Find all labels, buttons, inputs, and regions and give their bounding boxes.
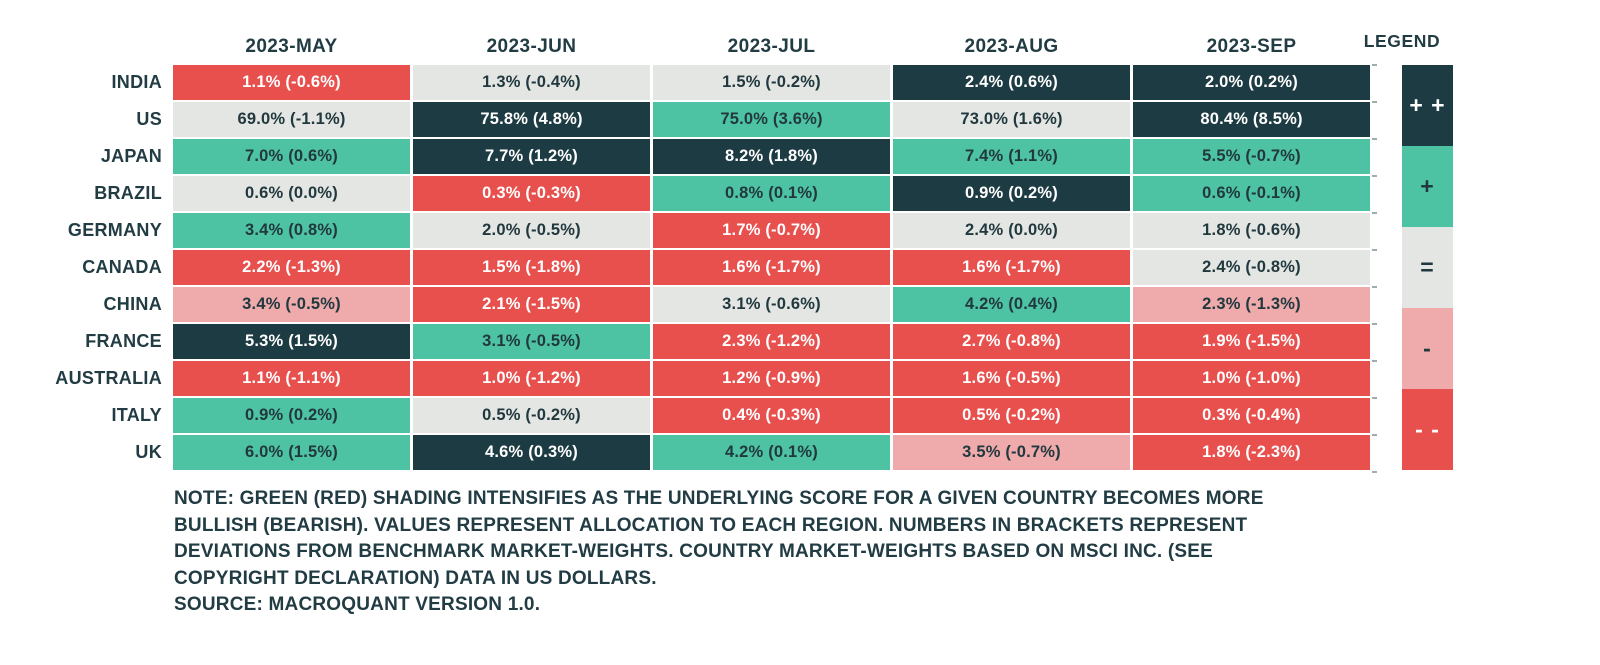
heatmap-cell: 0.3% (-0.4%) bbox=[1133, 398, 1370, 433]
heatmap-cell: 5.3% (1.5%) bbox=[173, 324, 410, 359]
heatmap-cell: 1.5% (-0.2%) bbox=[653, 65, 890, 100]
row-label: FRANCE bbox=[85, 331, 162, 351]
row-label: BRAZIL bbox=[94, 183, 162, 203]
heatmap-cell: 0.5% (-0.2%) bbox=[413, 398, 650, 433]
heatmap-cell: 1.8% (-2.3%) bbox=[1133, 435, 1370, 470]
column-header: 2023-SEP bbox=[1206, 36, 1297, 57]
row-label: AUSTRALIA bbox=[55, 368, 162, 388]
heatmap-cell: 3.4% (-0.5%) bbox=[173, 287, 410, 322]
heatmap-cell: 2.3% (-1.2%) bbox=[653, 324, 890, 359]
heatmap-cell: 1.3% (-0.4%) bbox=[413, 65, 650, 100]
heatmap-cell: 2.4% (0.0%) bbox=[893, 213, 1130, 248]
row-label: CANADA bbox=[82, 257, 162, 277]
legend-item: + bbox=[1402, 146, 1453, 227]
legend-item: = bbox=[1402, 227, 1453, 308]
note-line: COPYRIGHT DECLARATION) DATA IN US DOLLAR… bbox=[174, 567, 657, 589]
heatmap-cell: 0.8% (0.1%) bbox=[653, 176, 890, 211]
row-label: US bbox=[136, 109, 162, 129]
heatmap-cell: 8.2% (1.8%) bbox=[653, 139, 890, 174]
axis-ticks bbox=[1372, 0, 1378, 480]
heatmap-cell: 2.4% (-0.8%) bbox=[1133, 250, 1370, 285]
heatmap-cell: 2.7% (-0.8%) bbox=[893, 324, 1130, 359]
tick-mark bbox=[1372, 434, 1377, 436]
row-label: ITALY bbox=[111, 405, 162, 425]
tick-mark bbox=[1372, 397, 1377, 399]
heatmap-cell: 1.1% (-1.1%) bbox=[173, 361, 410, 396]
row-label: UK bbox=[135, 442, 162, 462]
tick-mark bbox=[1372, 286, 1377, 288]
heatmap-cell: 2.0% (0.2%) bbox=[1133, 65, 1370, 100]
heatmap-cell: 1.7% (-0.7%) bbox=[653, 213, 890, 248]
heatmap-cell: 0.3% (-0.3%) bbox=[413, 176, 650, 211]
tick-mark bbox=[1372, 323, 1377, 325]
column-header: 2023-MAY bbox=[245, 36, 338, 57]
heatmap-cell: 0.4% (-0.3%) bbox=[653, 398, 890, 433]
footnote: NOTE: GREEN (RED) SHADING INTENSIFIES AS… bbox=[174, 486, 1264, 619]
note-line: NOTE: GREEN (RED) SHADING INTENSIFIES AS… bbox=[174, 488, 1264, 509]
note-line: DEVIATIONS FROM BENCHMARK MARKET-WEIGHTS… bbox=[174, 541, 1214, 562]
row-label: GERMANY bbox=[67, 220, 162, 240]
heatmap-cell: 69.0% (-1.1%) bbox=[173, 102, 410, 137]
tick-mark bbox=[1372, 138, 1377, 140]
heatmap-cell: 1.2% (-0.9%) bbox=[653, 361, 890, 396]
legend-item: + + bbox=[1402, 65, 1453, 146]
heatmap-cell: 2.0% (-0.5%) bbox=[413, 213, 650, 248]
tick-mark bbox=[1372, 212, 1377, 214]
heatmap-cell: 4.2% (0.4%) bbox=[893, 287, 1130, 322]
row-label: CHINA bbox=[103, 294, 162, 314]
heatmap-cell: 0.6% (0.0%) bbox=[173, 176, 410, 211]
heatmap-cell: 2.3% (-1.3%) bbox=[1133, 287, 1370, 322]
row-label: INDIA bbox=[111, 72, 162, 92]
heatmap-cell: 1.6% (-1.7%) bbox=[893, 250, 1130, 285]
note-line: BULLISH (BEARISH). VALUES REPRESENT ALLO… bbox=[174, 514, 1248, 536]
column-header: 2023-AUG bbox=[964, 36, 1059, 57]
heatmap-cell: 4.6% (0.3%) bbox=[413, 435, 650, 470]
country-allocation-heatmap: 2023-MAY 2023-JUN 2023-JUL 2023-AUG 2023-SEP… bbox=[3, 30, 1370, 470]
column-header: 2023-JUL bbox=[727, 36, 816, 57]
heatmap-cell: 5.5% (-0.7%) bbox=[1133, 139, 1370, 174]
heatmap-cell: 6.0% (1.5%) bbox=[173, 435, 410, 470]
heatmap-cell: 1.0% (-1.2%) bbox=[413, 361, 650, 396]
heatmap-cell: 3.1% (-0.5%) bbox=[413, 324, 650, 359]
row-label: JAPAN bbox=[100, 146, 162, 166]
heatmap-cell: 75.0% (3.6%) bbox=[653, 102, 890, 137]
heatmap-cell: 0.9% (0.2%) bbox=[173, 398, 410, 433]
tick-mark bbox=[1372, 360, 1377, 362]
heatmap-cell: 1.6% (-0.5%) bbox=[893, 361, 1130, 396]
heatmap-cell: 73.0% (1.6%) bbox=[893, 102, 1130, 137]
heatmap-cell: 7.4% (1.1%) bbox=[893, 139, 1130, 174]
heatmap-cell: 4.2% (0.1%) bbox=[653, 435, 890, 470]
heatmap-cell: 3.5% (-0.7%) bbox=[893, 435, 1130, 470]
heatmap-cell: 1.6% (-1.7%) bbox=[653, 250, 890, 285]
heatmap-cell: 0.6% (-0.1%) bbox=[1133, 176, 1370, 211]
heatmap-cell: 7.7% (1.2%) bbox=[413, 139, 650, 174]
heatmap-cell: 1.8% (-0.6%) bbox=[1133, 213, 1370, 248]
heatmap-cell: 3.1% (-0.6%) bbox=[653, 287, 890, 322]
heatmap-cell: 1.5% (-1.8%) bbox=[413, 250, 650, 285]
tick-mark bbox=[1372, 249, 1377, 251]
tick-mark bbox=[1372, 101, 1377, 103]
heatmap-cell: 75.8% (4.8%) bbox=[413, 102, 650, 137]
legend-color-scale: + + + = - - - bbox=[1402, 65, 1453, 470]
heatmap-cell: 7.0% (0.6%) bbox=[173, 139, 410, 174]
heatmap-cell: 3.4% (0.8%) bbox=[173, 213, 410, 248]
source-line: SOURCE: MACROQUANT VERSION 1.0. bbox=[174, 594, 541, 615]
heatmap-cell: 0.9% (0.2%) bbox=[893, 176, 1130, 211]
heatmap-cell: 1.9% (-1.5%) bbox=[1133, 324, 1370, 359]
tick-mark bbox=[1372, 175, 1377, 177]
tick-mark bbox=[1372, 64, 1377, 66]
heatmap-cell: 2.1% (-1.5%) bbox=[413, 287, 650, 322]
heatmap-cell: 2.4% (0.6%) bbox=[893, 65, 1130, 100]
heatmap-cell: 80.4% (8.5%) bbox=[1133, 102, 1370, 137]
corner-spacer bbox=[3, 30, 170, 63]
legend-title: LEGEND bbox=[1363, 31, 1441, 51]
heatmap-cell: 1.1% (-0.6%) bbox=[173, 65, 410, 100]
heatmap-cell: 0.5% (-0.2%) bbox=[893, 398, 1130, 433]
column-header: 2023-JUN bbox=[486, 36, 577, 57]
legend-item: - - bbox=[1402, 389, 1453, 470]
heatmap-cell: 1.0% (-1.0%) bbox=[1133, 361, 1370, 396]
heatmap-cell: 2.2% (-1.3%) bbox=[173, 250, 410, 285]
legend-item: - bbox=[1402, 308, 1453, 389]
tick-mark bbox=[1372, 471, 1377, 473]
